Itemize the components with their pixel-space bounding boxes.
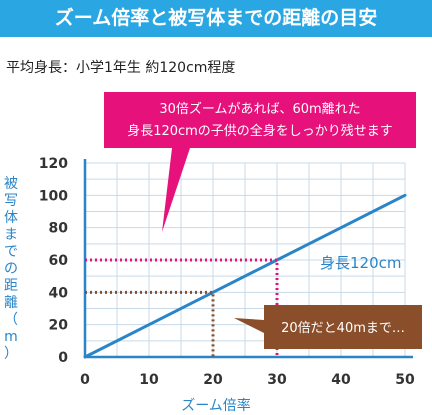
x-axis-label: ズーム倍率 bbox=[181, 398, 251, 414]
x-tick-label: 40 bbox=[331, 372, 351, 388]
y-axis-label-char: で bbox=[4, 244, 18, 260]
x-tick-label: 10 bbox=[139, 372, 159, 388]
page-title: ズーム倍率と被写体までの距離の目安 bbox=[0, 0, 432, 37]
callout-30x-text: 身長120cmの子供の全身をしっかり残せます bbox=[127, 123, 393, 139]
y-axis-label-char: ） bbox=[4, 346, 18, 362]
x-tick-label: 0 bbox=[80, 372, 90, 388]
x-tick-label: 50 bbox=[395, 372, 415, 388]
y-axis-label-char: （ bbox=[4, 312, 18, 328]
y-axis-label-char: の bbox=[4, 261, 18, 277]
y-axis-label: 被写体までの距離（m） bbox=[2, 176, 20, 363]
subtitle: 平均身長：小学1年生 約120cm程度 bbox=[6, 60, 236, 76]
y-axis-label-char: m bbox=[4, 329, 18, 345]
y-tick-label: 80 bbox=[49, 221, 69, 237]
y-axis-label-char: ま bbox=[4, 227, 18, 243]
x-tick-label: 30 bbox=[267, 372, 287, 388]
y-tick-label: 20 bbox=[49, 318, 69, 334]
y-axis-label-char: 被 bbox=[4, 176, 18, 192]
y-axis-label-char: 体 bbox=[4, 210, 18, 226]
callout-30x-text: 30倍ズームがあれば、60m離れた bbox=[159, 101, 360, 117]
callout-20x-text: 20倍だと40mまで… bbox=[281, 321, 405, 336]
guide-line-20x bbox=[85, 290, 215, 357]
y-axis-label-char: 写 bbox=[4, 193, 18, 209]
y-tick-label: 40 bbox=[49, 285, 69, 301]
y-tick-label: 60 bbox=[49, 253, 69, 269]
callout-20x-bubble bbox=[234, 305, 422, 349]
callout-30x-bubble bbox=[104, 92, 416, 232]
series-label: 身長120cm bbox=[320, 254, 402, 272]
y-tick-label: 100 bbox=[39, 188, 68, 204]
y-tick-label: 120 bbox=[39, 156, 68, 172]
series-line bbox=[83, 193, 407, 359]
y-axis-label-char: 距 bbox=[4, 278, 18, 294]
y-axis-label-char: 離 bbox=[4, 295, 18, 311]
y-tick-label: 0 bbox=[58, 350, 68, 366]
x-tick-label: 20 bbox=[203, 372, 223, 388]
